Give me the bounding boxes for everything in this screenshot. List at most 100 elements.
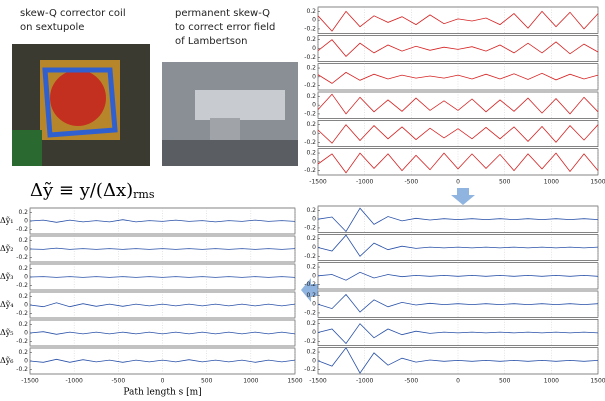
y-tick-label: 0.2 — [18, 349, 28, 356]
y-tick-label: -0.2 — [304, 25, 316, 32]
y-tick-label: -0.2 — [304, 54, 316, 61]
y-tick-label: -0.2 — [304, 366, 316, 373]
y-tick-label: 0 — [24, 358, 28, 365]
arrow-down — [451, 188, 475, 205]
series-line — [317, 93, 599, 115]
x-tick-label: 0 — [456, 378, 460, 385]
y-tick-label: 0 — [312, 272, 316, 279]
series-line — [317, 207, 599, 233]
x-tick-label: -500 — [405, 378, 419, 385]
series-label: Δỹ₄ — [0, 300, 14, 309]
y-tick-label: 0.2 — [306, 320, 316, 327]
arrow-left — [301, 278, 318, 302]
y-tick-label: -0.2 — [304, 167, 316, 174]
x-tick-label: 0 — [456, 179, 460, 186]
series-line — [317, 71, 599, 84]
x-tick-label: 500 — [201, 378, 213, 385]
y-tick-label: -0.2 — [16, 254, 28, 261]
series-line — [317, 234, 599, 257]
y-tick-label: 0 — [312, 216, 316, 223]
y-tick-label: 0.2 — [306, 235, 316, 242]
y-tick-label: 0.2 — [306, 121, 316, 128]
y-tick-label: 0 — [312, 301, 316, 308]
formula-sub: rms — [133, 188, 155, 201]
y-tick-label: 0 — [312, 73, 316, 80]
y-tick-label: -0.2 — [304, 338, 316, 345]
y-tick-label: -0.2 — [304, 139, 316, 146]
x-tick-label: 500 — [499, 179, 511, 186]
series-line — [317, 152, 599, 174]
y-tick-label: 0 — [312, 102, 316, 109]
x-tick-label: -1500 — [309, 179, 327, 186]
y-tick-label: 0.2 — [306, 65, 316, 72]
x-tick-label: 1000 — [243, 378, 258, 385]
caption: on sextupole — [20, 22, 84, 33]
series-label: Δỹ₆ — [0, 356, 14, 365]
x-tick-label: 1500 — [287, 378, 302, 385]
series-line — [29, 276, 296, 278]
x-tick-label: -500 — [112, 378, 126, 385]
y-tick-label: 0 — [24, 330, 28, 337]
caption: of Lambertson — [175, 36, 247, 47]
x-tick-label: 500 — [499, 378, 511, 385]
series-line — [29, 247, 296, 250]
y-tick-label: -0.2 — [16, 338, 28, 345]
y-tick-label: 0.2 — [18, 321, 28, 328]
series-line — [317, 346, 599, 374]
y-tick-label: 0.2 — [306, 150, 316, 157]
y-tick-label: 0 — [312, 45, 316, 52]
series-line — [317, 124, 599, 144]
x-tick-label: 1500 — [590, 378, 605, 385]
series-line — [317, 323, 599, 345]
series-line — [317, 293, 599, 313]
y-tick-label: -0.2 — [304, 110, 316, 117]
y-tick-label: 0 — [312, 329, 316, 336]
series-label: Δỹ₂ — [0, 244, 14, 253]
photo-left — [12, 44, 150, 166]
caption: to correct error field — [175, 22, 275, 33]
y-tick-label: 0 — [24, 302, 28, 309]
caption: skew-Q corrector coil — [20, 8, 126, 19]
y-tick-label: 0.2 — [306, 292, 316, 299]
y-tick-label: 0 — [312, 17, 316, 24]
y-tick-label: -0.2 — [16, 310, 28, 317]
x-tick-label: -500 — [405, 179, 419, 186]
x-tick-label: -1000 — [65, 378, 83, 385]
y-tick-label: -0.2 — [16, 366, 28, 373]
y-tick-label: -0.2 — [304, 309, 316, 316]
y-tick-label: 0.2 — [306, 349, 316, 356]
series-line — [317, 10, 599, 32]
series-label: Δỹ₁ — [0, 216, 14, 225]
series-line — [29, 331, 296, 335]
series-line — [29, 302, 296, 308]
y-tick-label: 0.2 — [18, 293, 28, 300]
x-tick-label: -1000 — [356, 378, 374, 385]
x-tick-label: -1500 — [309, 378, 327, 385]
y-tick-label: 0 — [312, 244, 316, 251]
y-tick-label: -0.2 — [16, 226, 28, 233]
series-line — [29, 358, 296, 363]
series-line — [317, 39, 599, 57]
y-tick-label: 0 — [312, 130, 316, 137]
formula-main: Δỹ ≡ y/(Δx) — [30, 180, 133, 201]
x-tick-label: 0 — [161, 378, 165, 385]
formula: Δỹ ≡ y/(Δx)rms — [30, 180, 155, 201]
y-tick-label: -0.2 — [304, 253, 316, 260]
y-tick-label: 0 — [312, 158, 316, 165]
y-tick-label: 0 — [312, 357, 316, 364]
y-tick-label: 0.2 — [306, 264, 316, 271]
x-axis-label: Path length s [m] — [123, 388, 201, 398]
y-tick-label: 0.2 — [306, 36, 316, 43]
y-tick-label: -0.2 — [304, 281, 316, 288]
y-tick-label: 0.2 — [306, 207, 316, 214]
x-tick-label: -1000 — [356, 179, 374, 186]
y-tick-label: -0.2 — [304, 82, 316, 89]
y-tick-label: 0.2 — [306, 8, 316, 15]
y-tick-label: 0.2 — [18, 237, 28, 244]
series-label: Δỹ₅ — [0, 328, 14, 337]
x-tick-label: 1000 — [544, 378, 559, 385]
x-tick-label: 1000 — [544, 179, 559, 186]
y-tick-label: -0.2 — [16, 282, 28, 289]
y-tick-label: 0 — [24, 246, 28, 253]
